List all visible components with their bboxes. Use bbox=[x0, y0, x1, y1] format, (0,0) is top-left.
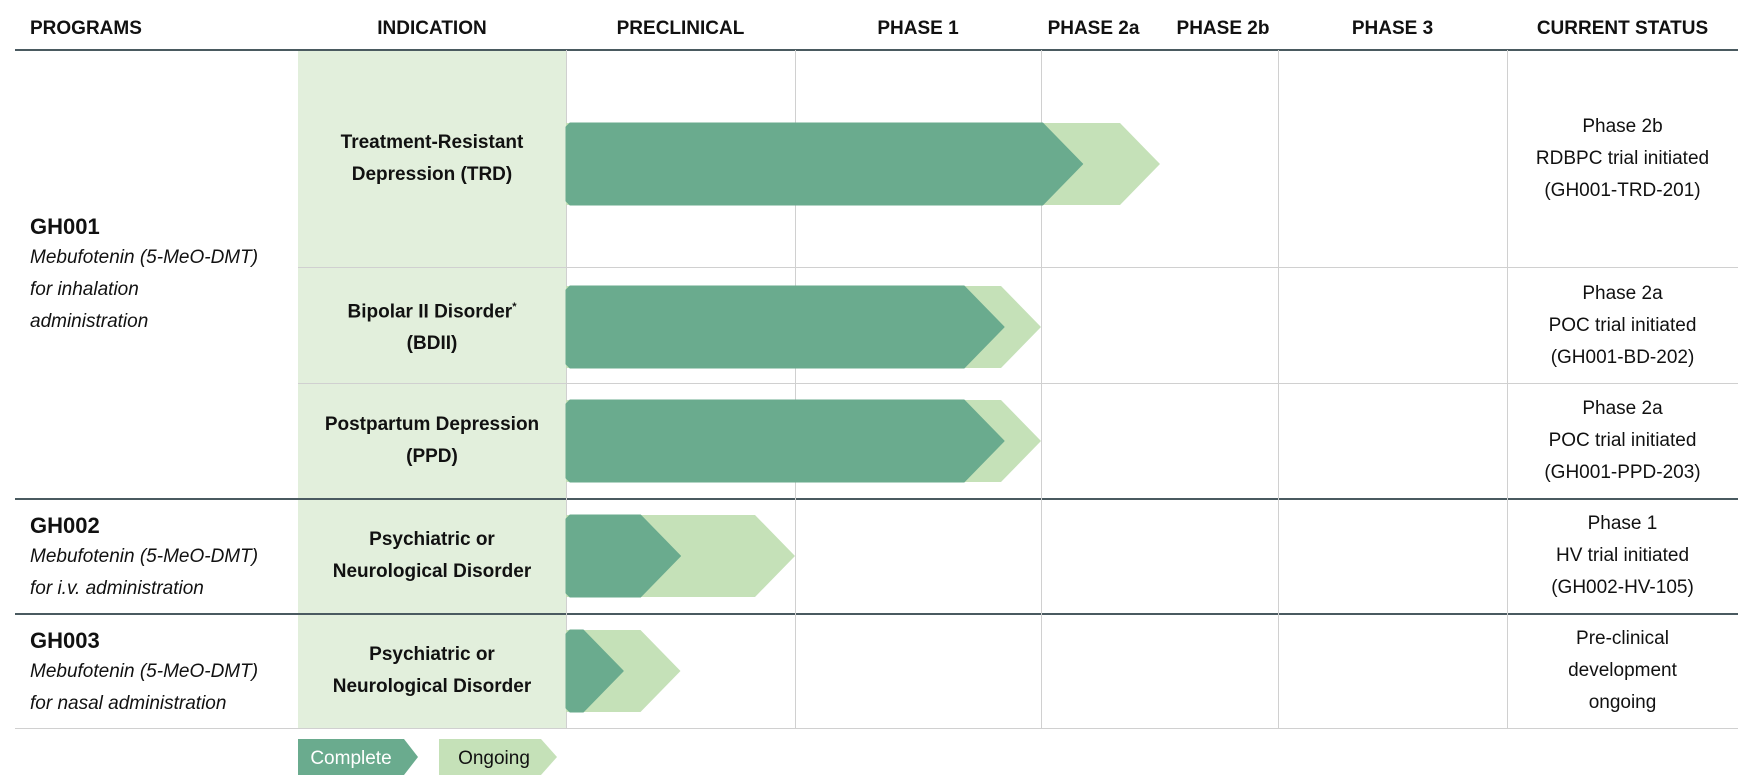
header-phase-2a: PHASE 2a bbox=[1047, 18, 1140, 39]
program-divider bbox=[15, 498, 1738, 500]
header-preclinical: PRECLINICAL bbox=[616, 18, 745, 39]
indication-bdii: Bipolar II Disorder* (BDII) bbox=[298, 268, 566, 383]
stage-divider bbox=[795, 50, 796, 728]
indication-line: Treatment-Resistant bbox=[340, 131, 524, 153]
legend-ongoing-swatch bbox=[439, 739, 557, 775]
status-line: (GH001-PPD-203) bbox=[1544, 462, 1701, 483]
stage-divider bbox=[1507, 50, 1508, 728]
status-gh003: Pre-clinical development ongoing bbox=[1507, 614, 1738, 728]
program-description: for i.v. administration bbox=[30, 578, 204, 599]
row-divider bbox=[298, 267, 1738, 268]
legend-ongoing-label: Ongoing bbox=[458, 748, 530, 769]
program-description: Mebufotenin (5-MeO-DMT) bbox=[30, 247, 259, 268]
indication-line: Psychiatric or bbox=[369, 529, 495, 550]
bar-complete bbox=[565, 629, 624, 713]
status-bdii: Phase 2a POC trial initiated (GH001-BD-2… bbox=[1507, 268, 1738, 383]
header-current-status: CURRENT STATUS bbox=[1536, 18, 1709, 39]
status-line: Phase 1 bbox=[1587, 513, 1658, 534]
status-line: development bbox=[1568, 660, 1677, 681]
program-description: Mebufotenin (5-MeO-DMT) bbox=[30, 546, 259, 567]
indication-gh003: Psychiatric or Neurological Disorder bbox=[298, 614, 566, 728]
bar-complete bbox=[565, 122, 1084, 206]
header-phase-3: PHASE 3 bbox=[1351, 18, 1434, 39]
status-line: Phase 2a bbox=[1582, 398, 1663, 419]
program-gh001: GH001 Mebufotenin (5-MeO-DMT) for inhala… bbox=[30, 212, 295, 338]
table-bottom-rule bbox=[15, 728, 1738, 729]
status-line: POC trial initiated bbox=[1548, 430, 1697, 451]
status-line: (GH001-BD-202) bbox=[1550, 346, 1695, 368]
program-name: GH001 bbox=[30, 214, 100, 239]
status-line: Pre-clinical bbox=[1576, 628, 1669, 649]
indication-line: Depression (TRD) bbox=[351, 163, 513, 185]
bar-complete bbox=[565, 514, 681, 598]
status-line: (GH001-TRD-201) bbox=[1544, 179, 1701, 201]
indication-line: Neurological Disorder bbox=[332, 561, 532, 582]
indication-line: (BDII) bbox=[406, 333, 458, 355]
header-rule bbox=[15, 49, 1738, 51]
header-phase-2b: PHASE 2b bbox=[1176, 18, 1270, 39]
program-description: Mebufotenin (5-MeO-DMT) bbox=[30, 661, 259, 682]
indication-trd: Treatment-Resistant Depression (TRD) bbox=[298, 50, 566, 267]
status-line: Phase 2b bbox=[1582, 115, 1663, 137]
stage-divider bbox=[1278, 50, 1279, 728]
header-programs: PROGRAMS bbox=[30, 18, 142, 39]
program-gh003: GH003 Mebufotenin (5-MeO-DMT) for nasal … bbox=[30, 626, 295, 720]
indication-line: Neurological Disorder bbox=[332, 676, 532, 697]
status-ppd: Phase 2a POC trial initiated (GH001-PPD-… bbox=[1507, 384, 1738, 498]
status-line: ongoing bbox=[1588, 692, 1657, 713]
program-description: for nasal administration bbox=[30, 693, 227, 714]
bar-complete bbox=[565, 399, 1005, 483]
header-phase-1: PHASE 1 bbox=[877, 18, 959, 39]
indication-line: Bipolar II Disorder bbox=[347, 301, 513, 323]
status-trd: Phase 2b RDBPC trial initiated (GH001-TR… bbox=[1507, 50, 1738, 267]
program-description: for inhalation bbox=[30, 279, 139, 300]
program-description: administration bbox=[30, 311, 149, 332]
stage-divider bbox=[1041, 50, 1042, 728]
status-line: (GH002-HV-105) bbox=[1551, 577, 1694, 598]
header-indication: INDICATION bbox=[377, 18, 487, 39]
status-line: HV trial initiated bbox=[1555, 545, 1690, 566]
program-name: GH003 bbox=[30, 628, 100, 653]
indication-gh002: Psychiatric or Neurological Disorder bbox=[298, 499, 566, 613]
stage-divider bbox=[566, 50, 567, 728]
indication-line: Psychiatric or bbox=[369, 644, 495, 665]
footnote-mark: * bbox=[512, 300, 517, 313]
legend-complete-label: Complete bbox=[310, 748, 391, 769]
status-line: Phase 2a bbox=[1582, 282, 1663, 304]
program-gh002: GH002 Mebufotenin (5-MeO-DMT) for i.v. a… bbox=[30, 511, 295, 605]
indication-line: (PPD) bbox=[406, 446, 458, 467]
bar-complete bbox=[565, 285, 1005, 369]
status-line: POC trial initiated bbox=[1548, 314, 1697, 336]
program-divider bbox=[15, 613, 1738, 615]
row-divider bbox=[298, 383, 1738, 384]
indication-line: Postpartum Depression bbox=[324, 414, 540, 435]
legend-complete-swatch bbox=[298, 739, 418, 775]
status-gh002: Phase 1 HV trial initiated (GH002-HV-105… bbox=[1507, 499, 1738, 613]
indication-column-background bbox=[298, 50, 566, 728]
program-name: GH002 bbox=[30, 513, 100, 538]
indication-ppd: Postpartum Depression (PPD) bbox=[298, 384, 566, 498]
status-line: RDBPC trial initiated bbox=[1535, 147, 1710, 169]
